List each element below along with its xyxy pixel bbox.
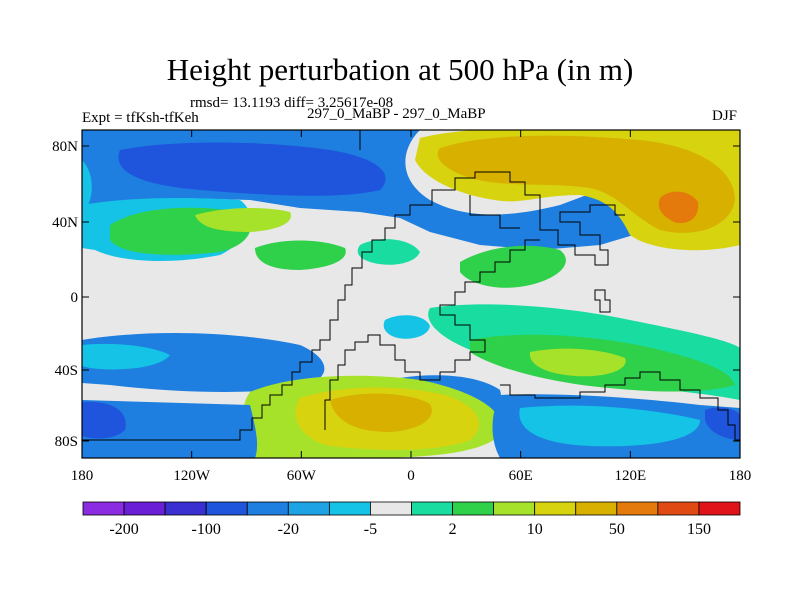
colorbar: -200 -100 -20 -5 2 10 50 150 [82, 501, 741, 538]
colorbar-label: 150 [687, 521, 711, 538]
lon-tick-label: 60E [509, 468, 533, 484]
lon-tick-label: 120W [173, 468, 211, 484]
colorbar-swatch [205, 501, 248, 516]
colorbar-swatch [246, 501, 289, 516]
land-outlines [82, 130, 740, 441]
colorbar-swatch [123, 501, 166, 516]
colorbar-swatch [452, 501, 495, 516]
colorbar-swatch [82, 501, 125, 516]
contour-weak-negative-southeast [519, 405, 700, 447]
stats-line: rmsd= 13.1193 diff= 3.25617e-08 [190, 95, 394, 111]
contour-positive-south-tropics-core [529, 348, 626, 377]
colorbar-label: 10 [527, 521, 543, 538]
colorbar-label: -20 [278, 521, 299, 538]
lon-tick-label: 120E [614, 468, 646, 484]
colorbar-label: -200 [109, 521, 138, 538]
plot-title: Height perturbation at 500 hPa (in m) [166, 52, 634, 87]
contour-positive-midlat-east [460, 245, 566, 288]
colorbar-swatch [287, 501, 330, 516]
outline-north-block [359, 130, 520, 229]
outline-island [594, 289, 611, 313]
lon-tick-label: 60W [287, 468, 317, 484]
colorbar-swatch [698, 501, 741, 516]
colorbar-label: 50 [609, 521, 625, 538]
contour-positive-equator-west [255, 240, 346, 270]
contour-weak-positive-west-edge [82, 160, 92, 205]
colorbar-swatch [575, 501, 618, 516]
contour-strong-negative-south [82, 401, 126, 439]
outline-continent-south [500, 371, 740, 441]
longitude-axis: 180 120W 60W 0 60E 120E 180 [71, 130, 752, 484]
contour-negative-south [82, 400, 258, 458]
colorbar-swatch [164, 501, 207, 516]
experiment-label: Expt = tfKsh-tfKeh [82, 110, 199, 126]
lat-tick-label: 40S [55, 363, 78, 379]
colorbar-swatch [657, 501, 700, 516]
contour-weak-negative-equator [383, 315, 430, 339]
colorbar-swatch [616, 501, 659, 516]
colorbar-label: -5 [364, 521, 377, 538]
lon-tick-label: 0 [407, 468, 415, 484]
season-label: DJF [712, 108, 738, 124]
colorbar-swatch [534, 501, 577, 516]
lat-tick-label: 80S [55, 434, 78, 450]
latitude-axis: 80N 40N 0 40S 80S [52, 139, 740, 450]
colorbar-label: -100 [192, 521, 221, 538]
outline-continent-central [324, 239, 540, 430]
colorbar-swatch [370, 501, 412, 516]
colorbar-swatch [493, 501, 536, 516]
contour-strong-negative-southeast [705, 407, 740, 440]
colorbar-swatch [411, 501, 453, 516]
case-label: 297_0_MaBP - 297_0_MaBP [307, 106, 486, 122]
outline-continent-west [82, 171, 625, 441]
colorbar-swatch [328, 501, 371, 516]
contour-weak-negative-southwest [82, 343, 170, 370]
contour-weak-positive-equator [357, 239, 420, 265]
contour-negative-north-core [118, 142, 386, 196]
contour-peak-northeast [658, 191, 699, 224]
lat-tick-label: 40N [52, 215, 78, 231]
lon-tick-label: 180 [71, 468, 94, 484]
contour-positive-south-core [330, 393, 432, 432]
lat-tick-label: 80N [52, 139, 78, 155]
contour-positive-west-core [195, 208, 291, 232]
colorbar-label: 2 [449, 521, 457, 538]
lat-tick-label: 0 [71, 290, 79, 306]
contour-field [82, 130, 740, 458]
lon-tick-label: 180 [729, 468, 752, 484]
